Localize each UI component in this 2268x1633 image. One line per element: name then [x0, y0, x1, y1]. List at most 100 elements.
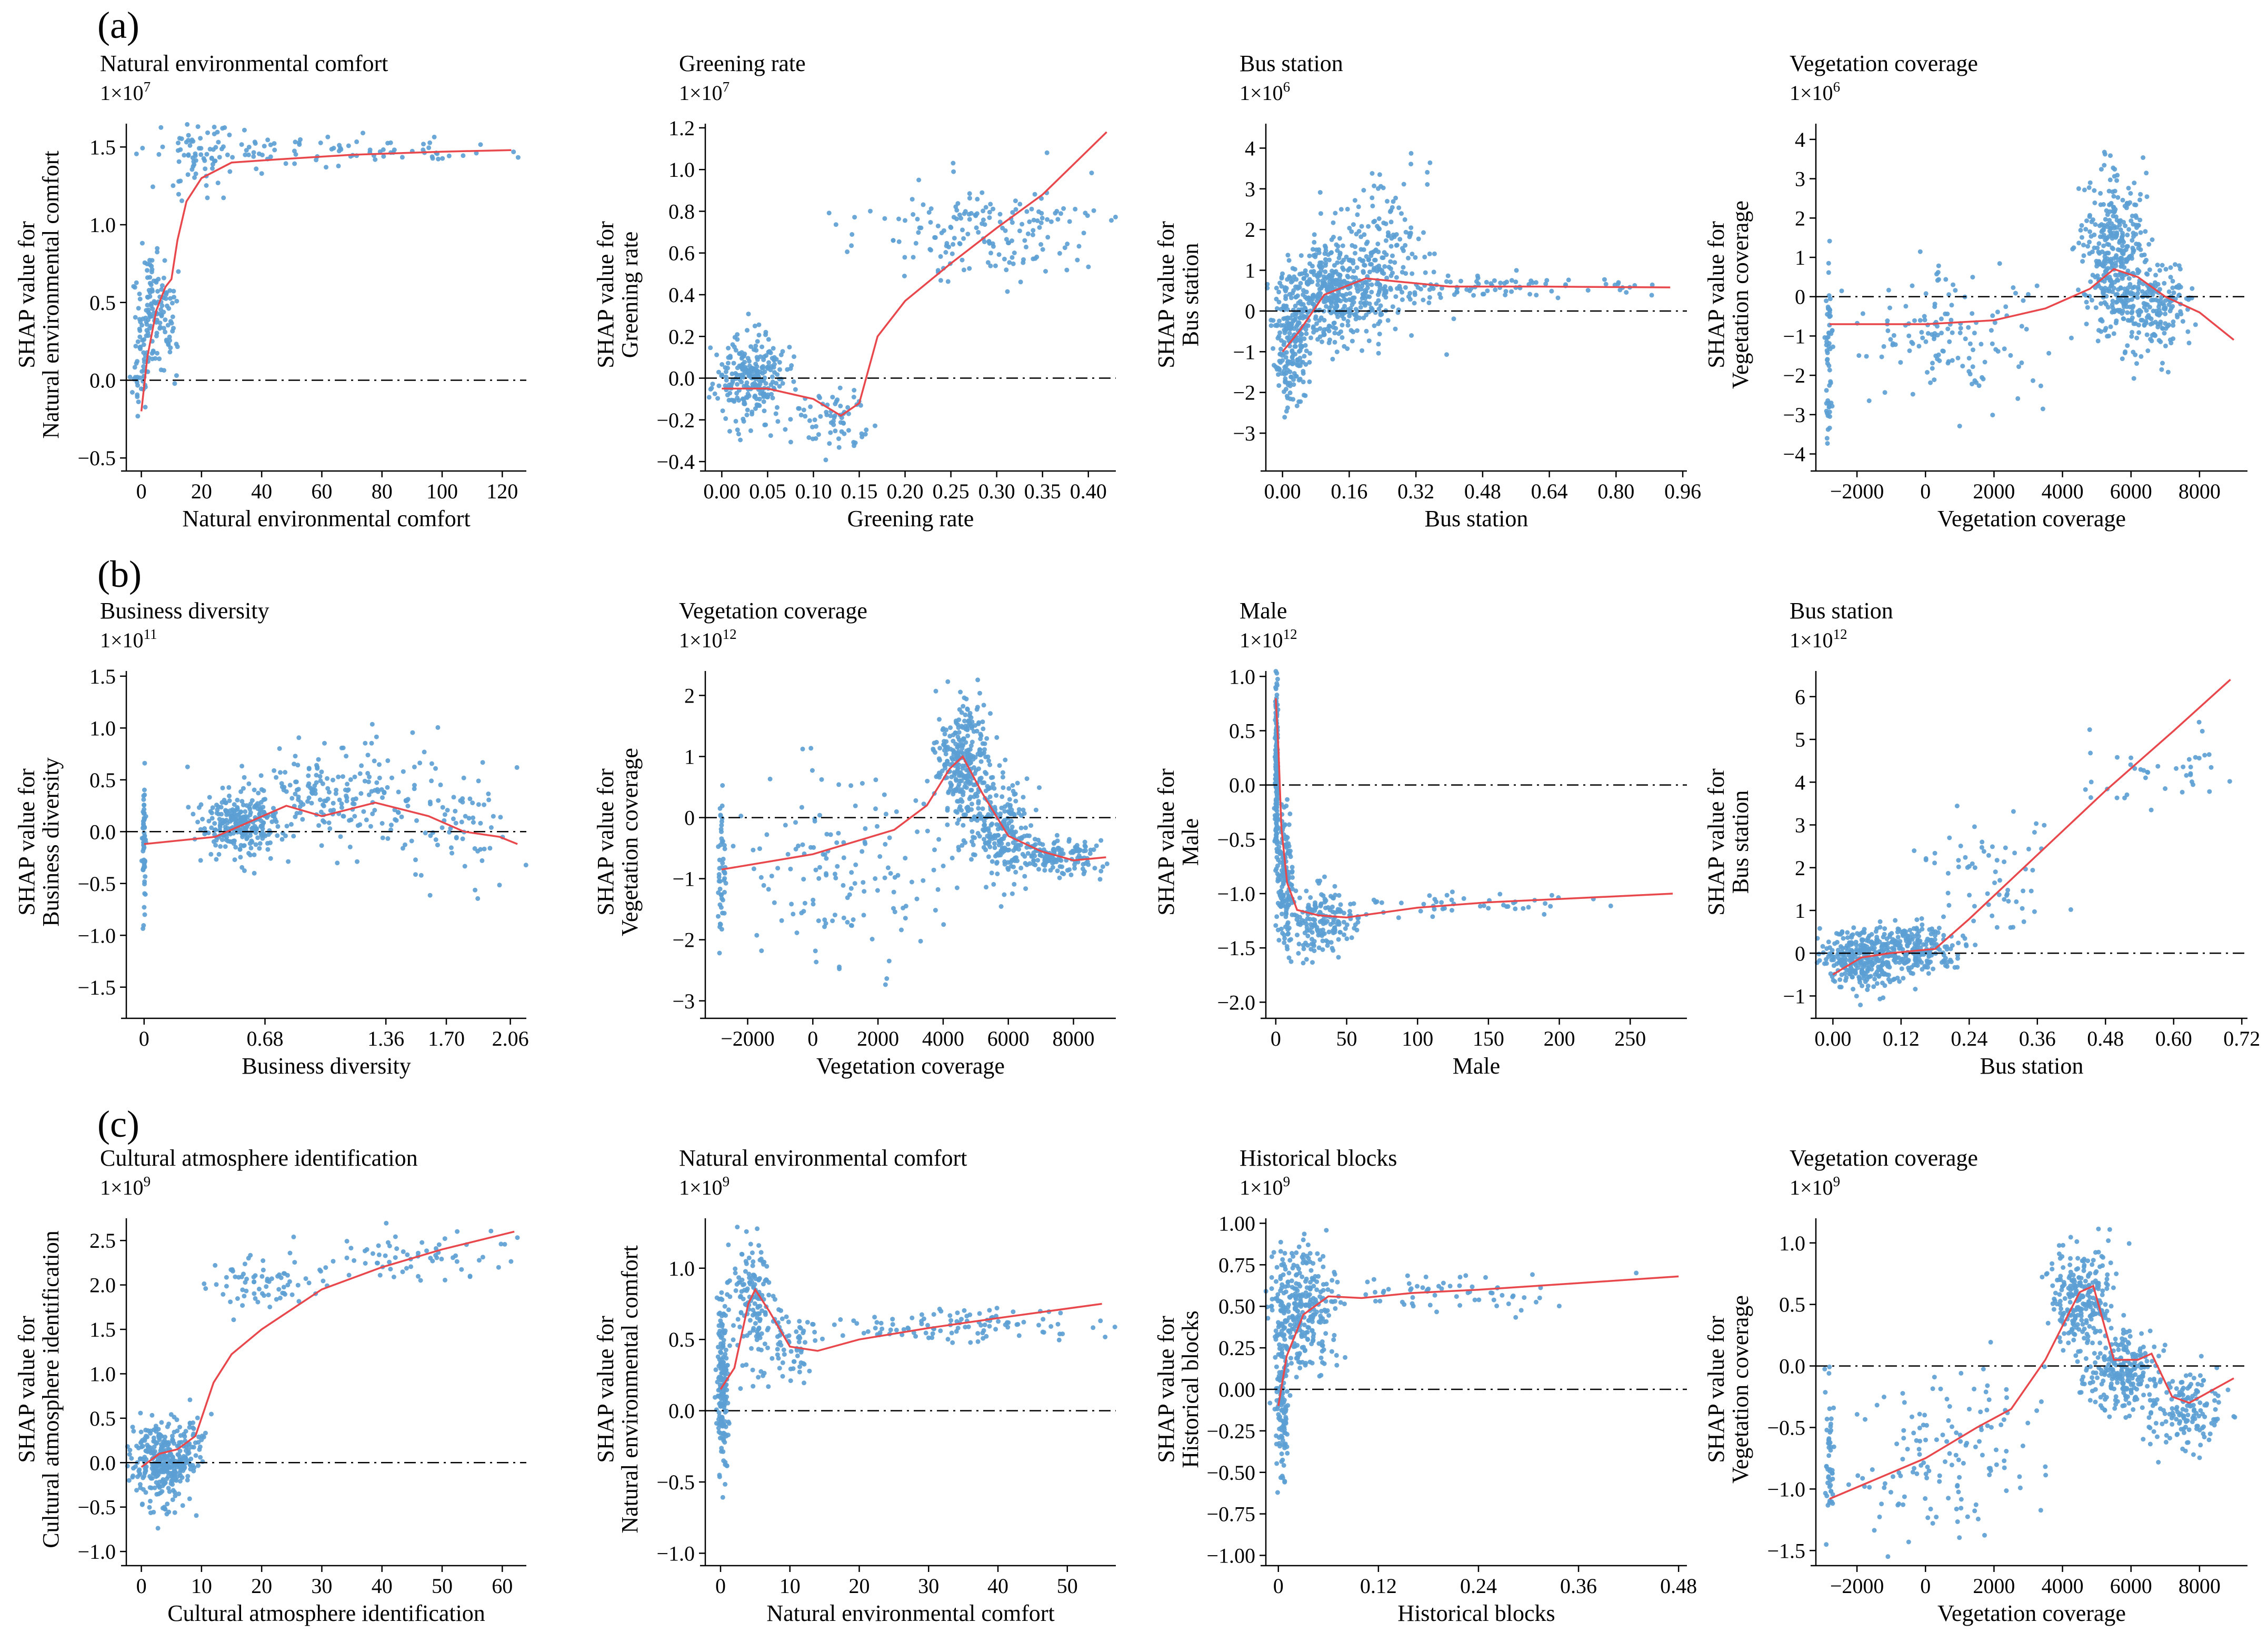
scatter-point: [751, 347, 756, 352]
scatter-point: [1528, 278, 1534, 284]
scatter-point: [322, 740, 327, 746]
scatter-point: [933, 688, 938, 694]
scatter-point: [970, 839, 974, 844]
scatter-point: [1007, 797, 1012, 802]
scatter-point: [1091, 208, 1096, 213]
scatter-point: [1051, 841, 1056, 846]
scatter-point: [2085, 305, 2090, 310]
scatter-point: [937, 746, 943, 751]
scatter-point: [762, 408, 767, 414]
scatter-point: [1967, 341, 1973, 346]
scatter-point: [777, 360, 782, 365]
scatter-point: [1286, 931, 1291, 936]
scatter-point: [921, 878, 926, 883]
scatter-point: [746, 373, 752, 378]
scatter-point: [2024, 327, 2029, 332]
scatter-point: [1398, 900, 1404, 906]
scatter-point: [2115, 278, 2121, 283]
scatter-point: [1005, 848, 1011, 853]
scatter-point: [1887, 305, 1892, 310]
scatter-point: [935, 887, 941, 892]
scatter-point: [1488, 281, 1494, 286]
scatter-point: [1283, 355, 1288, 360]
scatter-point: [220, 817, 225, 823]
scatter-point: [385, 758, 391, 763]
scatter-point: [862, 889, 867, 894]
scatter-point: [134, 280, 139, 285]
x-tick-label: 0.25: [933, 479, 970, 503]
scatter-point: [1295, 363, 1300, 368]
scatter-point: [1310, 279, 1315, 285]
scatter-point: [816, 876, 822, 881]
scatter-point: [2134, 361, 2139, 366]
scatter-point: [1355, 212, 1360, 217]
scatter-point: [440, 805, 445, 810]
scatter-point: [2150, 237, 2155, 242]
scatter-point: [461, 153, 466, 158]
scatter-point: [2113, 255, 2119, 260]
scatter-point: [1877, 919, 1883, 924]
scatter-point: [1337, 236, 1342, 241]
scatter-point: [2106, 188, 2112, 194]
scatter-point: [1963, 336, 1968, 342]
scatter-point: [1376, 263, 1382, 268]
scatter-point: [1826, 330, 1831, 336]
x-axis-label: Business diversity: [242, 1053, 411, 1079]
scatter-point: [770, 379, 775, 385]
scatter-point: [733, 371, 738, 376]
scatter-point: [965, 808, 971, 814]
scatter-point: [1824, 957, 1829, 962]
scatter-point: [1335, 248, 1340, 253]
subplot-title: Vegetation coverage: [679, 598, 867, 624]
scatter-point: [967, 217, 972, 222]
scatter-point: [142, 803, 147, 807]
scatter-point: [966, 719, 971, 724]
scatter-point: [345, 782, 350, 787]
scatter-point: [1493, 287, 1498, 293]
scatter-point: [176, 141, 181, 146]
scatter-point: [1271, 346, 1276, 351]
scatter-point: [999, 837, 1004, 841]
scatter-point: [731, 360, 736, 366]
scatter-point: [1313, 900, 1317, 905]
scatter-point: [1337, 930, 1343, 935]
scatter-point: [1278, 323, 1284, 328]
scatter-point: [2115, 173, 2120, 178]
scatter-point: [810, 768, 815, 773]
scatter-point: [219, 146, 224, 152]
scatter-point: [1018, 279, 1023, 285]
scatter-point: [1365, 239, 1370, 245]
scatter-point: [974, 728, 980, 734]
scatter-point: [845, 919, 850, 925]
scatter-point: [1027, 861, 1032, 866]
subplot-title: Natural environmental comfort: [100, 51, 388, 76]
scatter-point: [1293, 344, 1298, 349]
scatter-point: [2144, 308, 2149, 313]
scatter-point: [433, 766, 438, 771]
scatter-point: [326, 820, 332, 825]
scatter-point: [1882, 926, 1887, 931]
scatter-point: [803, 414, 808, 419]
scatter-point: [1315, 929, 1321, 934]
scatter-point: [745, 407, 750, 413]
scatter-point: [1315, 878, 1320, 884]
scatter-point: [925, 778, 930, 784]
scatter-point: [1068, 850, 1074, 855]
scatter-point: [1082, 843, 1087, 848]
scatter-point: [810, 424, 815, 429]
scatter-point: [1331, 325, 1336, 330]
scatter-point: [1367, 269, 1372, 275]
scatter-point: [1378, 312, 1383, 317]
x-tick-label: 0.16: [1331, 479, 1367, 503]
scatter-point: [989, 870, 994, 876]
scatter-point: [1015, 780, 1020, 786]
scatter-point: [1309, 925, 1314, 930]
scatter-point: [980, 741, 985, 746]
scatter-point: [1076, 244, 1082, 249]
scatter-point: [1285, 253, 1291, 258]
scatter-point: [2084, 218, 2089, 223]
scatter-point: [1346, 267, 1352, 272]
scatter-point: [2031, 378, 2035, 383]
scatter-point: [967, 713, 972, 718]
scatter-point: [1375, 242, 1381, 246]
